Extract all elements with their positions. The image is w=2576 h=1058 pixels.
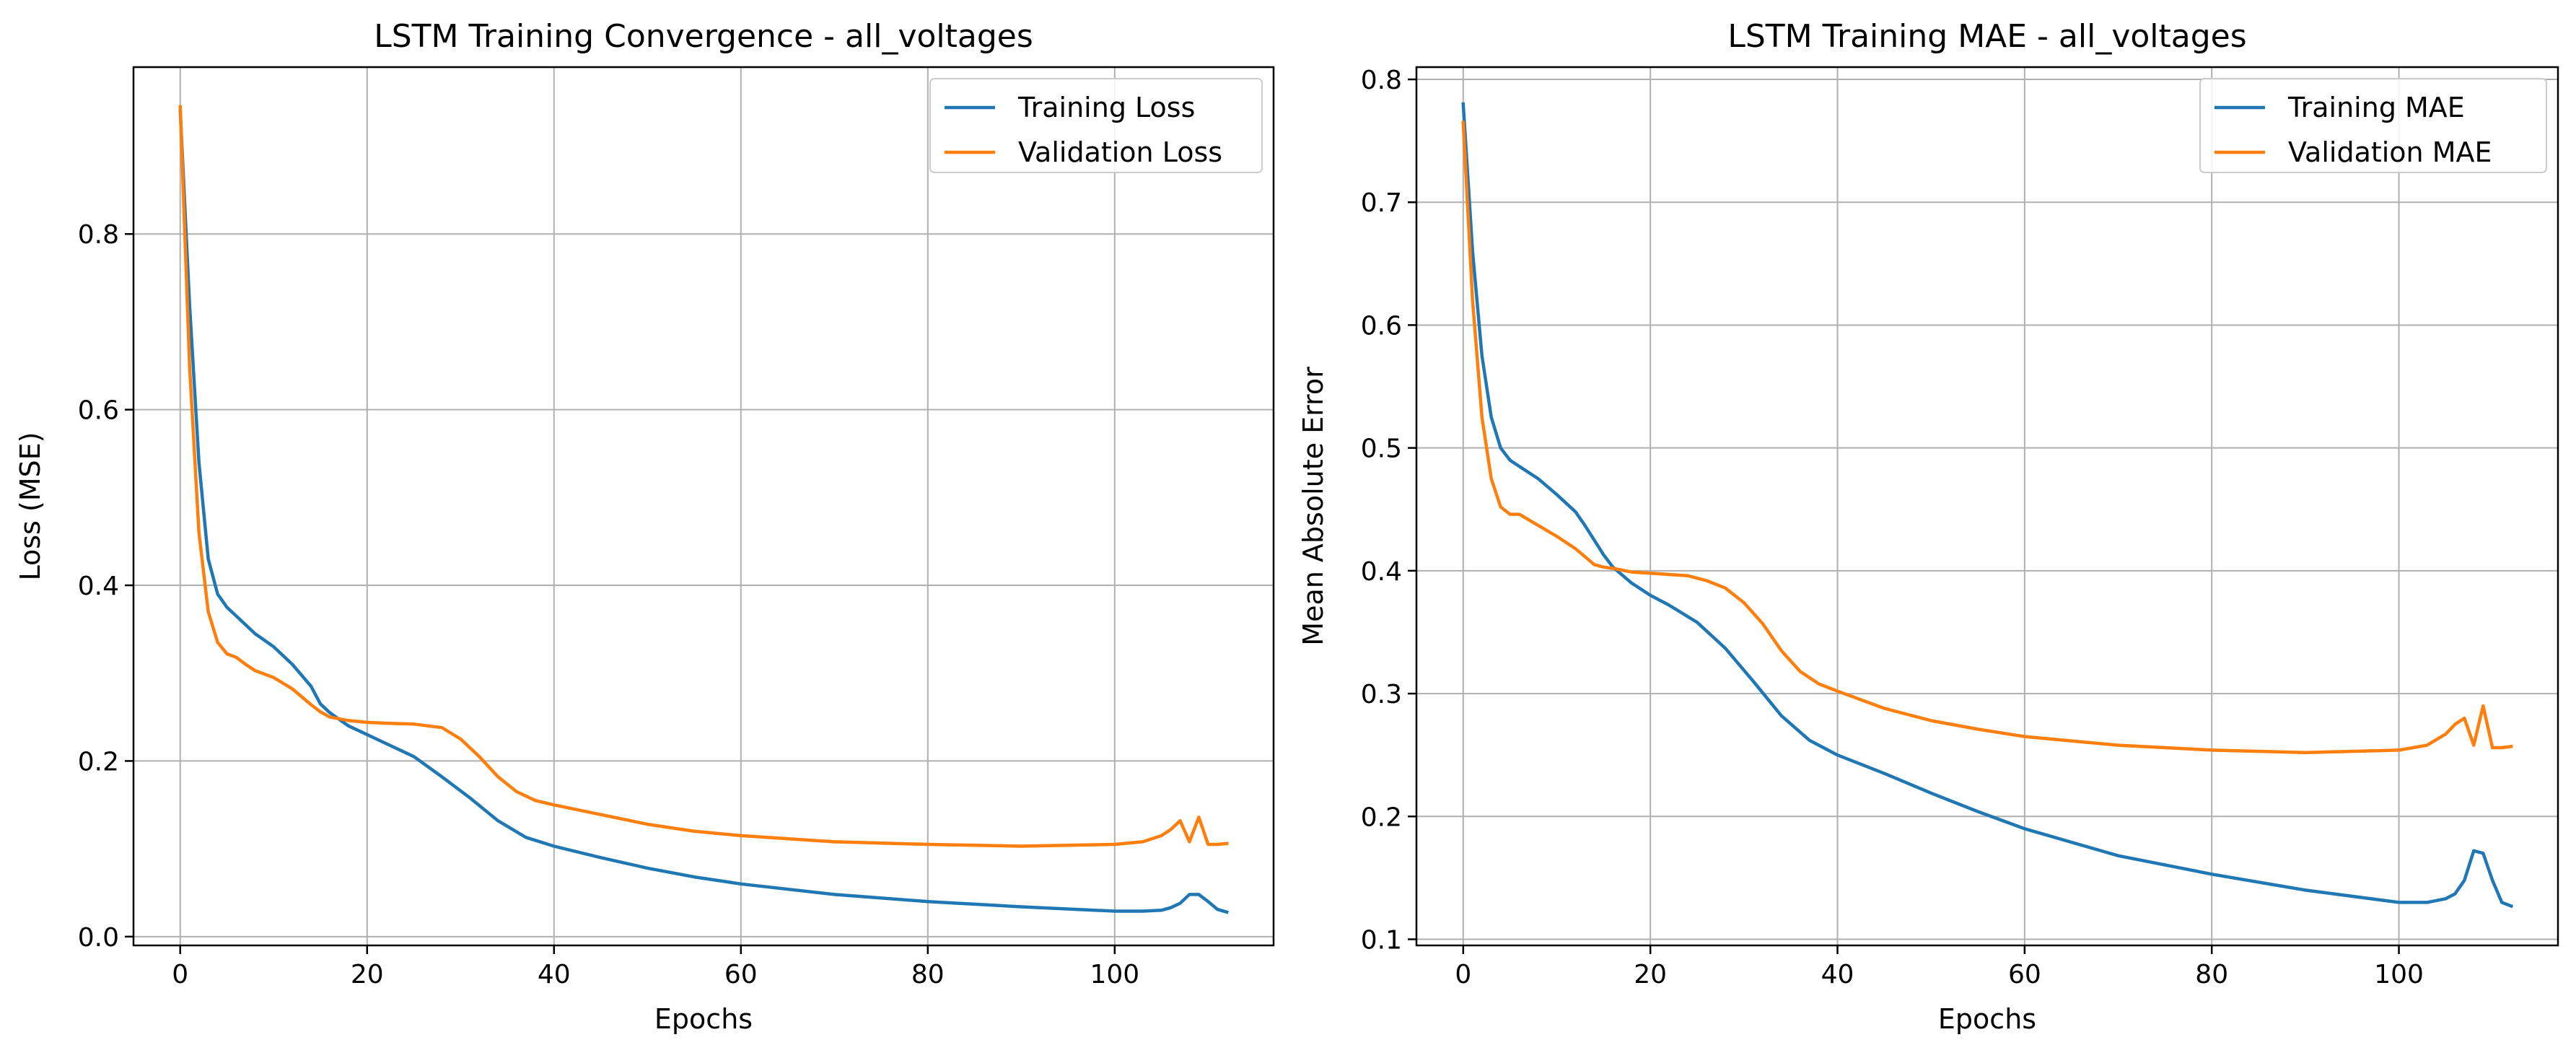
loss-y-axis-label: Loss (MSE) xyxy=(14,432,46,581)
mae-y-tick-label: 0.5 xyxy=(1361,434,1402,464)
mae-y-tick-label: 0.6 xyxy=(1361,311,1402,341)
loss-x-tick-label: 80 xyxy=(911,960,945,989)
loss-x-tick-label: 0 xyxy=(172,960,188,989)
loss-x-tick-label: 20 xyxy=(351,960,384,989)
mae-y-tick-label: 0.4 xyxy=(1361,557,1402,587)
mae-x-tick-label: 20 xyxy=(1634,960,1667,989)
loss-x-tick-label: 40 xyxy=(538,960,571,989)
mae-legend-label-validation: Validation MAE xyxy=(2288,136,2492,168)
mae-x-tick-label: 80 xyxy=(2195,960,2228,989)
mae-y-tick-label: 0.2 xyxy=(1361,803,1402,832)
mae-series-lines xyxy=(1461,102,2514,909)
loss-y-tick-label: 0.2 xyxy=(78,747,119,777)
loss-x-ticks: 0 20 40 60 80 100 xyxy=(172,945,1139,989)
mae-plot-frame xyxy=(1415,66,2559,947)
loss-y-tick-label: 0.4 xyxy=(78,572,119,601)
loss-series-lines xyxy=(178,105,1229,914)
loss-legend-box xyxy=(929,78,1263,173)
mae-y-tick-label: 0.3 xyxy=(1361,680,1402,709)
mae-x-axis-label: Epochs xyxy=(1938,1003,2036,1035)
mae-series-line-validation xyxy=(1461,121,2513,755)
mae-y-axis-label: Mean Absolute Error xyxy=(1297,367,1329,646)
loss-y-tick-label: 0.8 xyxy=(78,220,119,250)
loss-y-tick-label: 0.6 xyxy=(78,396,119,426)
mae-x-tick-label: 60 xyxy=(2008,960,2041,989)
mae-grid xyxy=(1416,67,2558,945)
mae-y-tick-label: 0.8 xyxy=(1361,66,1402,95)
mae-chart: 0 20 40 60 80 100 0.1 0.2 0.3 0.4 0.5 0.6 0.7 0.8 LS… xyxy=(1297,18,2559,1035)
mae-y-tick-label: 0.7 xyxy=(1361,188,1402,218)
loss-x-axis-label: Epochs xyxy=(654,1003,753,1035)
mae-x-tick-label: 0 xyxy=(1455,960,1471,989)
loss-x-tick-label: 60 xyxy=(724,960,758,989)
loss-series-line-validation xyxy=(178,105,1229,848)
loss-series-line-training xyxy=(178,109,1229,914)
mae-x-tick-label: 40 xyxy=(1821,960,1854,989)
mae-y-tick-label: 0.1 xyxy=(1361,925,1402,955)
mae-x-tick-label: 100 xyxy=(2374,960,2424,989)
mae-legend-box xyxy=(2199,78,2547,173)
loss-y-tick-label: 0.0 xyxy=(78,923,119,953)
loss-plot-frame xyxy=(132,66,1275,947)
loss-legend: Training Loss Validation Loss xyxy=(929,78,1263,173)
mae-series-line-training xyxy=(1461,102,2514,909)
loss-y-ticks: 0.0 0.2 0.4 0.6 0.8 xyxy=(78,220,133,953)
loss-legend-label-training: Training Loss xyxy=(1017,92,1195,123)
loss-legend-label-validation: Validation Loss xyxy=(1018,136,1222,168)
mae-legend: Training MAE Validation MAE xyxy=(2199,78,2547,173)
mae-x-ticks: 0 20 40 60 80 100 xyxy=(1455,945,2424,989)
loss-chart: 0 20 40 60 80 100 0.0 0.2 0.4 0.6 0.8 LSTM Traini… xyxy=(14,18,1275,1035)
mae-y-ticks: 0.1 0.2 0.3 0.4 0.5 0.6 0.7 0.8 xyxy=(1361,66,1416,955)
mae-chart-title: LSTM Training MAE - all_voltages xyxy=(1727,18,2246,55)
loss-chart-title: LSTM Training Convergence - all_voltages xyxy=(374,18,1033,55)
loss-x-tick-label: 100 xyxy=(1090,960,1139,989)
loss-grid xyxy=(133,67,1274,945)
mae-legend-label-training: Training MAE xyxy=(2287,92,2465,123)
